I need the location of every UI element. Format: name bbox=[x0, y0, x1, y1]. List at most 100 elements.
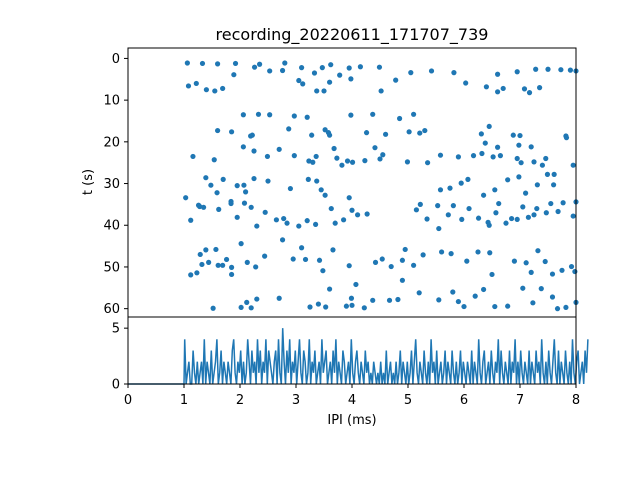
raster-point bbox=[262, 209, 268, 215]
raster-point bbox=[447, 185, 453, 191]
raster-point bbox=[445, 212, 451, 218]
histogram-x-tick-label: 5 bbox=[404, 393, 412, 408]
raster-point bbox=[215, 262, 221, 268]
raster-point bbox=[214, 190, 220, 196]
raster-point bbox=[510, 132, 516, 138]
raster-point bbox=[448, 251, 454, 257]
raster-point bbox=[518, 160, 524, 166]
raster-point bbox=[357, 64, 363, 70]
raster-point bbox=[346, 263, 352, 269]
histogram-x-tick-label: 2 bbox=[236, 393, 244, 408]
raster-point bbox=[500, 85, 506, 92]
raster-point bbox=[238, 304, 244, 311]
raster-point bbox=[279, 237, 286, 243]
raster-point bbox=[509, 215, 515, 222]
raster-point bbox=[281, 215, 287, 222]
raster-point bbox=[563, 135, 570, 141]
raster-point bbox=[411, 262, 417, 268]
raster-point bbox=[348, 76, 354, 82]
histogram-x-tick-label: 6 bbox=[460, 393, 468, 408]
raster-point bbox=[284, 220, 290, 226]
raster-point bbox=[520, 204, 526, 210]
histogram-x-tick-label: 0 bbox=[124, 393, 132, 408]
raster-point bbox=[353, 281, 359, 288]
raster-point bbox=[203, 175, 209, 181]
raster-point bbox=[240, 112, 246, 118]
raster-y-tick-label: 60 bbox=[103, 302, 120, 317]
raster-point bbox=[318, 187, 324, 193]
raster-point bbox=[492, 187, 498, 193]
raster-point bbox=[376, 64, 383, 70]
raster-point bbox=[548, 200, 554, 207]
raster-point bbox=[450, 289, 456, 295]
raster-point bbox=[361, 305, 367, 311]
raster-point bbox=[203, 87, 209, 93]
histogram-x-label: IPI (ms) bbox=[327, 413, 376, 428]
raster-point bbox=[528, 144, 534, 150]
raster-point bbox=[567, 67, 574, 73]
raster-point bbox=[306, 158, 312, 164]
raster-point bbox=[393, 77, 399, 83]
raster-point bbox=[314, 178, 320, 184]
raster-point bbox=[450, 203, 456, 209]
raster-point bbox=[523, 190, 529, 196]
raster-point bbox=[417, 130, 423, 136]
raster-point bbox=[183, 195, 189, 201]
raster-point bbox=[188, 272, 194, 278]
raster-point bbox=[267, 68, 273, 74]
histogram-y-tick-label: 5 bbox=[112, 322, 120, 337]
raster-point bbox=[311, 70, 318, 76]
raster-point bbox=[253, 264, 259, 270]
raster-point bbox=[461, 303, 467, 310]
raster-y-tick-label: 10 bbox=[103, 94, 120, 109]
raster-point bbox=[411, 111, 417, 117]
raster-point bbox=[327, 286, 333, 292]
raster-point bbox=[378, 88, 384, 94]
raster-point bbox=[516, 174, 522, 180]
raster-point bbox=[363, 130, 370, 136]
raster-point bbox=[549, 294, 556, 300]
histogram-x-ticks: 0 1 2 3 4 5 6 7 8 bbox=[124, 384, 580, 408]
raster-y-ticks: 0 10 20 30 40 50 60 bbox=[103, 52, 128, 317]
raster-point bbox=[188, 217, 194, 223]
raster-point bbox=[511, 258, 517, 264]
raster-point bbox=[466, 205, 472, 212]
raster-point bbox=[286, 126, 292, 132]
raster-point bbox=[399, 277, 405, 283]
histogram-x-tick-label: 1 bbox=[180, 393, 188, 408]
raster-point bbox=[416, 290, 422, 296]
raster-point bbox=[377, 156, 383, 162]
raster-point bbox=[255, 111, 262, 117]
histogram-y-tick-label: 0 bbox=[112, 378, 120, 393]
raster-point bbox=[463, 80, 469, 86]
raster-point bbox=[305, 176, 311, 182]
raster-point bbox=[238, 241, 244, 247]
raster-point bbox=[455, 154, 461, 160]
raster-point bbox=[503, 220, 509, 226]
raster-point bbox=[273, 217, 279, 223]
raster-point bbox=[228, 200, 234, 207]
raster-point bbox=[215, 61, 221, 67]
raster-y-label: t (s) bbox=[81, 169, 96, 195]
raster-point bbox=[516, 142, 522, 148]
raster-point bbox=[220, 85, 226, 92]
raster-point bbox=[554, 306, 561, 312]
raster-point bbox=[231, 72, 237, 78]
raster-point bbox=[279, 67, 286, 74]
raster-point bbox=[323, 304, 329, 310]
raster-point bbox=[380, 152, 386, 158]
raster-point bbox=[472, 293, 478, 299]
raster-y-tick-label: 40 bbox=[103, 219, 120, 234]
raster-point bbox=[282, 60, 288, 66]
raster-point bbox=[572, 268, 578, 275]
raster-point bbox=[234, 183, 240, 189]
raster-point bbox=[535, 248, 541, 254]
raster-point bbox=[184, 60, 190, 66]
raster-point bbox=[315, 301, 321, 307]
raster-point bbox=[208, 182, 214, 188]
raster-point bbox=[520, 285, 526, 291]
raster-point bbox=[314, 88, 320, 94]
raster-point bbox=[195, 202, 202, 208]
raster-point bbox=[331, 145, 337, 152]
